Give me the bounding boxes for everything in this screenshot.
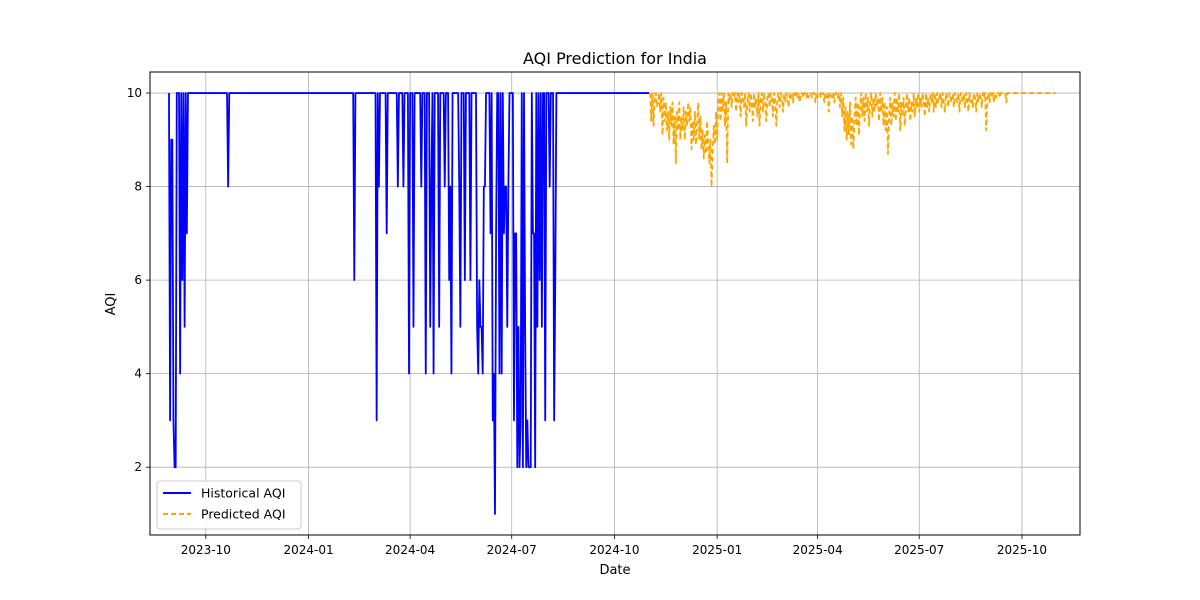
y-tick-label: 4 <box>134 367 142 381</box>
x-tick-label: 2025-04 <box>793 543 843 557</box>
series-line-historical-aqi <box>168 92 650 515</box>
series-layer <box>168 92 1056 515</box>
y-tick-label: 8 <box>134 180 142 194</box>
legend: Historical AQI Predicted AQI <box>156 480 302 530</box>
x-tick-label: 2025-07 <box>894 543 944 557</box>
x-axis-label: Date <box>599 563 630 578</box>
legend-label-historical: Historical AQI <box>201 486 285 501</box>
x-tick-label: 2024-04 <box>385 543 435 557</box>
x-tick-label: 2024-10 <box>589 543 639 557</box>
x-tick-label: 2024-07 <box>487 543 537 557</box>
chart-title: AQI Prediction for India <box>523 49 707 68</box>
x-axis: 2023-10 2024-01 2024-04 2024-07 2024-10 2025-… <box>181 535 1047 557</box>
legend-label-predicted: Predicted AQI <box>201 507 286 522</box>
x-tick-label: 2025-01 <box>692 543 742 557</box>
y-axis-label: AQI <box>104 293 119 316</box>
x-tick-label: 2025-10 <box>997 543 1047 557</box>
plot-frame <box>149 71 1081 536</box>
y-tick-label: 6 <box>134 273 142 287</box>
legend-box <box>156 480 302 530</box>
x-tick-label: 2023-10 <box>181 543 231 557</box>
y-axis: 2 4 6 8 10 <box>127 86 150 474</box>
series-line-predicted-aqi <box>649 92 1056 188</box>
y-tick-label: 10 <box>127 86 142 100</box>
x-tick-label: 2024-01 <box>283 543 333 557</box>
y-tick-label: 2 <box>134 460 142 474</box>
